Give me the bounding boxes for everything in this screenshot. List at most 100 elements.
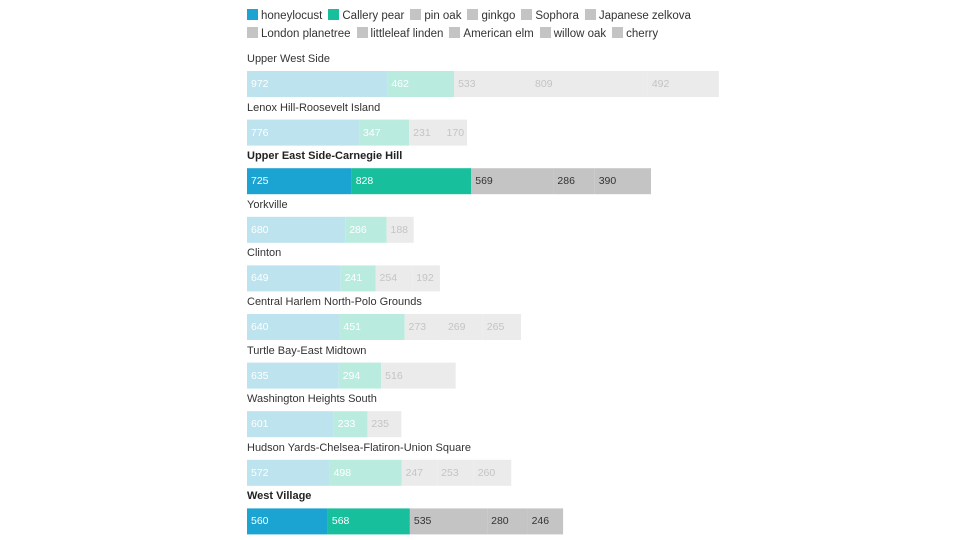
bar-value-label: 273 (408, 321, 427, 333)
bar-value-label: 235 (371, 418, 389, 431)
legend-item: London planetree (247, 25, 351, 43)
legend-label: pin oak (424, 10, 462, 22)
bar-value-label: 601 (251, 418, 269, 431)
row-label: Lenox Hill-Roosevelt Island (247, 101, 381, 114)
bar-value-label: 170 (446, 126, 465, 139)
legend-swatch (328, 9, 340, 20)
bar-value-label: 286 (557, 175, 575, 188)
chart-legend: honeylocust Callery pear pin oak ginkgo Soph… (247, 7, 727, 43)
bar-value-label: 533 (458, 78, 476, 90)
row-label: Turtle Bay-East Midtown (247, 344, 367, 357)
bar-value-label: 241 (344, 272, 363, 285)
legend-label: honeylocust (261, 10, 323, 22)
bar-segment (386, 216, 414, 243)
bar-segment (340, 265, 376, 292)
bar-segment (339, 314, 405, 340)
bar-segment (531, 71, 648, 97)
legend-item: Japanese zelkova (584, 7, 691, 25)
legend-swatch (356, 27, 368, 38)
bar-segment (482, 314, 522, 340)
bar-segment (487, 508, 528, 535)
bar-value-label: 680 (251, 223, 269, 236)
bar-segment (351, 168, 472, 195)
bar-segment (247, 314, 340, 340)
bar-value-label: 828 (355, 175, 374, 188)
bar-value-label: 269 (447, 321, 466, 333)
bar-segment (527, 508, 564, 535)
bar-segment (375, 265, 413, 292)
bar-segment (473, 459, 512, 486)
bar-segment (247, 216, 346, 243)
bar-value-label: 492 (651, 78, 670, 90)
row-label: Upper West Side (247, 53, 330, 65)
bar-value-label: 809 (535, 78, 553, 90)
bar-segment (404, 314, 444, 340)
bar-segment (647, 71, 719, 97)
bar-value-label: 776 (251, 126, 269, 139)
bar-segment (345, 216, 387, 243)
legend-label: ginkgo (481, 10, 516, 22)
bar-value-label: 568 (331, 515, 350, 528)
legend-label: cherry (626, 28, 659, 40)
bar-segment (367, 411, 402, 438)
row-label: Central Harlem North-Polo Grounds (247, 296, 422, 308)
legend-swatch (521, 9, 533, 20)
bar-value-label: 498 (333, 466, 352, 479)
bar-segment (338, 362, 382, 389)
bar-segment (553, 168, 595, 195)
bar-value-label: 972 (251, 78, 269, 90)
legend-item: American elm (449, 25, 534, 43)
bar-value-label: 294 (342, 369, 361, 382)
bar-value-label: 535 (413, 515, 432, 528)
bar-segment (381, 362, 456, 389)
bar-value-label: 572 (251, 466, 269, 479)
row-label: Upper East Side-Carnegie Hill (247, 150, 403, 163)
bar-segment (387, 71, 455, 97)
bar-segment (401, 459, 438, 486)
legend-label: Callery pear (342, 10, 405, 22)
bar-value-label: 246 (531, 515, 550, 528)
legend-label: Sophora (535, 10, 579, 22)
bar-value-label: 192 (416, 272, 434, 285)
bar-segment (247, 362, 339, 389)
bar-value-label: 569 (475, 175, 493, 188)
legend-swatch (467, 9, 479, 20)
row-label: West Village (247, 490, 312, 503)
bar-segment (437, 459, 474, 486)
row-label: Yorkville (247, 198, 288, 211)
bar-segment (443, 314, 483, 340)
bar-segment (594, 168, 652, 195)
bar-value-label: 247 (405, 466, 424, 479)
legend-item: cherry (612, 25, 658, 43)
legend-item: willow oak (539, 25, 607, 43)
legend-swatch (584, 9, 596, 20)
bar-value-label: 260 (477, 466, 496, 479)
legend-swatch (449, 27, 461, 38)
bar-value-label: 233 (337, 418, 356, 431)
bar-segment (359, 119, 410, 146)
bar-segment (412, 265, 440, 292)
bar-value-label: 265 (486, 321, 505, 333)
row-label: Hudson Yards-Chelsea-Flatiron-Union Squa… (247, 441, 471, 454)
legend-swatch (612, 27, 624, 38)
bar-segment (247, 265, 341, 292)
bar-segment (247, 119, 360, 146)
legend-item: Sophora (521, 7, 579, 25)
legend-item: Callery pear (328, 7, 404, 25)
legend-swatch (539, 27, 551, 38)
legend-label: littleleaf linden (370, 28, 444, 40)
legend-swatch (410, 9, 422, 20)
bar-value-label: 451 (343, 321, 361, 333)
legend-item: honeylocust (247, 7, 322, 25)
legend-label: London planetree (261, 28, 351, 40)
bar-segment (333, 411, 368, 438)
bar-value-label: 188 (390, 223, 409, 236)
bar-value-label: 254 (379, 272, 398, 285)
bar-segment (247, 411, 334, 438)
legend-label: willow oak (553, 28, 607, 40)
bar-value-label: 640 (251, 321, 269, 333)
bar-segment (454, 71, 532, 97)
bar-segment (409, 119, 443, 146)
bar-value-label: 286 (349, 223, 367, 236)
